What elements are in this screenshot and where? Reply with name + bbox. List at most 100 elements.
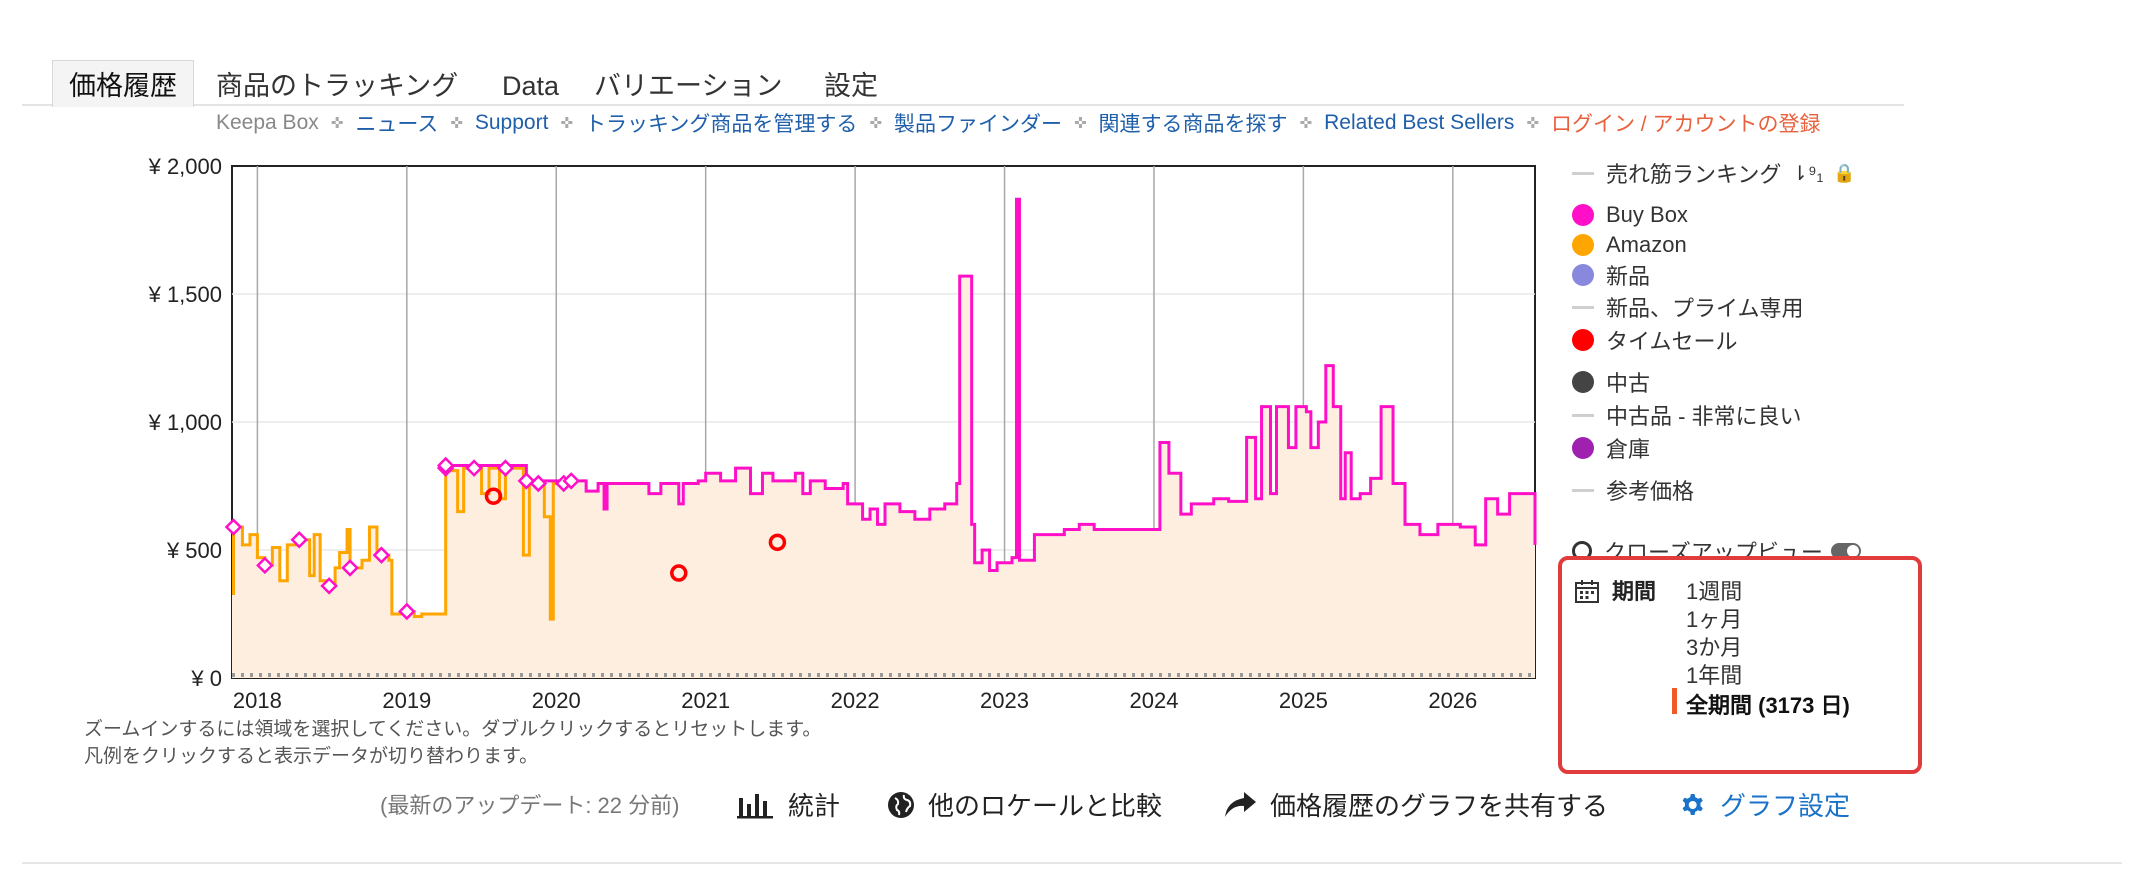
dash-icon bbox=[1572, 488, 1594, 492]
x-tick-label: 2022 bbox=[831, 688, 880, 710]
lock-icon: 🔒 bbox=[1833, 162, 1856, 183]
buybox-marker bbox=[320, 577, 338, 595]
toggle-switch[interactable] bbox=[1830, 543, 1861, 559]
gear-icon bbox=[1682, 793, 1703, 815]
new-dot-icon bbox=[1572, 264, 1594, 286]
y-tick-label: ¥ 2,000 bbox=[148, 154, 222, 179]
keepa-box-link[interactable]: Keepa Box bbox=[216, 111, 319, 134]
dash-icon bbox=[1572, 171, 1594, 175]
separator-icon: ✜ bbox=[330, 115, 344, 132]
bar-chart-icon bbox=[737, 793, 773, 818]
line-buybox bbox=[445, 197, 1537, 572]
zoom-hint: ズームインするには領域を選択してください。ダブルクリックするとリセットします。 bbox=[84, 719, 822, 740]
stats-label: 統計 bbox=[788, 791, 841, 821]
legend-used[interactable]: 中古 bbox=[1572, 367, 1650, 397]
price-history-chart[interactable]: ¥ 0 ¥ 500 ¥ 1,000 ¥ 1,500 ¥ 2,000 2018 2019 202… bbox=[0, 150, 1560, 710]
legend-amazon[interactable]: Amazon bbox=[1572, 230, 1687, 260]
x-tick-label: 2026 bbox=[1428, 688, 1477, 710]
stats-button[interactable]: 統計 bbox=[736, 786, 840, 823]
share-label: 価格履歴のグラフを共有する bbox=[1270, 791, 1609, 821]
x-tick-label: 2019 bbox=[382, 688, 431, 710]
support-link[interactable]: Support bbox=[474, 111, 549, 134]
manage-tracking-link[interactable]: トラッキング商品を管理する bbox=[585, 113, 858, 136]
y-tick-label: ¥ 0 bbox=[190, 666, 222, 691]
buybox-marker bbox=[517, 472, 536, 490]
x-tick-label: 2023 bbox=[980, 688, 1029, 710]
settings-label: グラフ設定 bbox=[1720, 791, 1851, 821]
nav-links: Keepa Box ✜ ニュース ✜ Support ✜ トラッキング商品を管理… bbox=[216, 108, 1820, 138]
amazon-dot-icon bbox=[1572, 234, 1594, 256]
buybox-marker bbox=[436, 456, 455, 475]
x-tick-label: 2021 bbox=[681, 688, 730, 710]
related-products-link[interactable]: 関連する商品を探す bbox=[1098, 113, 1288, 136]
legend-used-label: 中古 bbox=[1606, 371, 1651, 396]
globe-icon bbox=[888, 791, 914, 818]
timesale-point bbox=[484, 487, 503, 505]
legend-new-prime[interactable]: 新品、プライム専用 bbox=[1572, 292, 1804, 322]
separator-icon: ✜ bbox=[1526, 115, 1539, 132]
graph-settings-button[interactable]: グラフ設定 bbox=[1676, 786, 1850, 823]
legend-timesale[interactable]: タイムセール bbox=[1572, 325, 1738, 355]
legend-buybox-label: Buy Box bbox=[1606, 202, 1688, 227]
compare-locale-button[interactable]: 他のロケールと比較 bbox=[886, 786, 1162, 823]
share-graph-button[interactable]: 価格履歴のグラフを共有する bbox=[1222, 786, 1608, 823]
legend-used-verygood-label: 中古品 - 非常に良い bbox=[1606, 404, 1802, 429]
x-tick-label: 2018 bbox=[233, 688, 282, 710]
legend-rank[interactable]: 売れ筋ランキング ⇂⁹₁ 🔒 bbox=[1572, 158, 1856, 188]
tab-price-history[interactable]: 価格履歴 bbox=[52, 60, 194, 107]
period-option-all[interactable]: 全期間 (3173 日) bbox=[1686, 693, 1850, 718]
legend-reference-label: 参考価格 bbox=[1606, 479, 1695, 504]
tab-bar: 価格履歴 商品のトラッキング Data バリエーション 設定 bbox=[22, 60, 1904, 107]
separator-icon: ✜ bbox=[560, 115, 573, 132]
buybox-marker bbox=[290, 530, 309, 549]
x-tick-label: 2025 bbox=[1279, 688, 1328, 710]
sort-icon[interactable]: ⇂⁹₁ bbox=[1791, 162, 1824, 185]
buybox-marker bbox=[398, 602, 416, 621]
last-updated: (最新のアップデート: 22 分前) bbox=[380, 793, 680, 818]
legend-new-prime-label: 新品、プライム専用 bbox=[1606, 296, 1804, 321]
compare-label: 他のロケールと比較 bbox=[928, 791, 1163, 821]
tab-data[interactable]: Data bbox=[502, 71, 560, 101]
legend-reference[interactable]: 参考価格 bbox=[1572, 475, 1694, 505]
separator-icon: ✜ bbox=[1073, 115, 1087, 132]
buybox-dot-icon bbox=[1572, 204, 1594, 226]
y-tick-label: ¥ 1,000 bbox=[148, 410, 222, 435]
legend-hint: 凡例をクリックすると表示データが切り替わります。 bbox=[84, 746, 539, 767]
y-tick-label: ¥ 1,500 bbox=[148, 282, 222, 307]
period-option-1y[interactable]: 1年間 bbox=[1686, 663, 1743, 688]
share-arrow-icon bbox=[1225, 791, 1256, 817]
selected-indicator bbox=[1672, 688, 1677, 714]
used-dot-icon bbox=[1572, 371, 1594, 393]
period-label: 期間 bbox=[1612, 579, 1657, 604]
legend-warehouse[interactable]: 倉庫 bbox=[1572, 433, 1650, 463]
legend-used-verygood[interactable]: 中古品 - 非常に良い bbox=[1572, 400, 1802, 430]
buybox-marker bbox=[496, 459, 515, 477]
separator-icon: ✜ bbox=[1299, 115, 1313, 132]
tab-variations[interactable]: バリエーション bbox=[594, 71, 783, 101]
area-buybox bbox=[445, 199, 1535, 678]
buybox-marker bbox=[372, 546, 391, 564]
buybox-marker bbox=[465, 459, 483, 477]
legend-new-label: 新品 bbox=[1606, 264, 1651, 289]
related-best-sellers-link[interactable]: Related Best Sellers bbox=[1324, 111, 1515, 134]
calendar-icon bbox=[1575, 580, 1599, 603]
timesale-point bbox=[768, 533, 787, 552]
divider bbox=[22, 862, 2122, 864]
separator-icon: ✜ bbox=[450, 115, 463, 132]
tab-settings[interactable]: 設定 bbox=[824, 71, 878, 101]
legend-amazon-label: Amazon bbox=[1606, 232, 1687, 257]
product-finder-link[interactable]: 製品ファインダー bbox=[893, 113, 1062, 136]
period-selector: 期間 1週間 1ヶ月 3か月 1年間 全期間 (3173 日) bbox=[1558, 556, 1922, 774]
legend-new[interactable]: 新品 bbox=[1572, 260, 1650, 290]
period-option-1m[interactable]: 1ヶ月 bbox=[1686, 607, 1743, 632]
tab-tracking[interactable]: 商品のトラッキング bbox=[216, 71, 459, 101]
period-option-1w[interactable]: 1週間 bbox=[1686, 579, 1743, 604]
period-option-3m[interactable]: 3か月 bbox=[1686, 635, 1743, 660]
legend-buybox[interactable]: Buy Box bbox=[1572, 200, 1688, 230]
buybox-marker bbox=[341, 559, 359, 577]
legend-timesale-label: タイムセール bbox=[1606, 329, 1738, 354]
timesale-dot-icon bbox=[1572, 329, 1594, 351]
news-link[interactable]: ニュース bbox=[355, 113, 439, 136]
timesale-point bbox=[670, 564, 688, 582]
login-link[interactable]: ログイン / アカウントの登録 bbox=[1550, 113, 1821, 136]
